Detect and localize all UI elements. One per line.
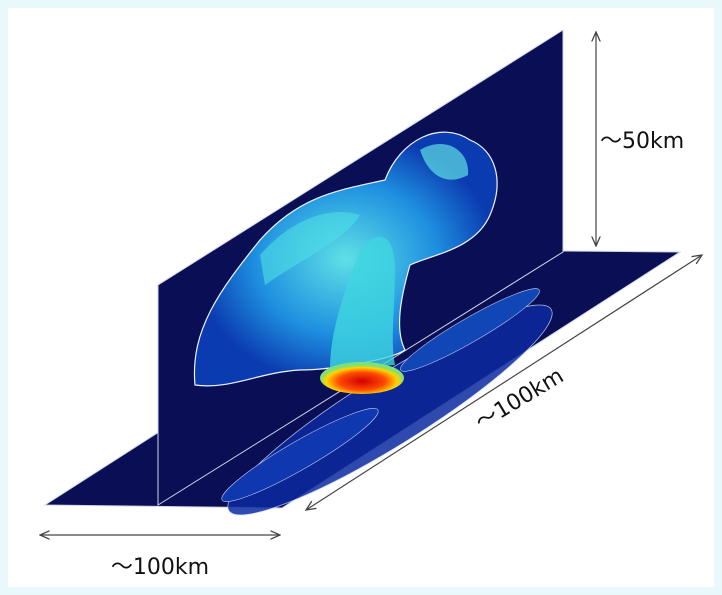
height-label: 〜50km bbox=[600, 129, 684, 154]
width-label: 〜100km bbox=[111, 555, 209, 580]
plume-core bbox=[320, 362, 404, 394]
figure: 〜50km 〜100km 〜100km bbox=[0, 0, 722, 595]
page: 〜50km 〜100km 〜100km (() => { const data … bbox=[0, 0, 722, 595]
